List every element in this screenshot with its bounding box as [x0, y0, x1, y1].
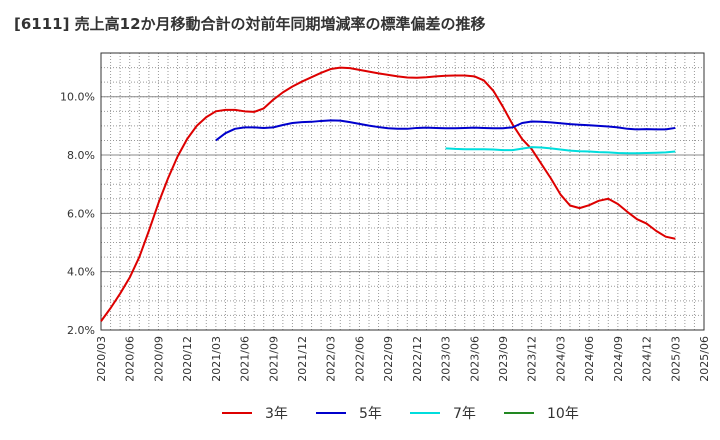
x-tick-label: 2023/12	[526, 336, 539, 382]
x-tick-label: 2022/09	[382, 336, 395, 382]
legend-label: 10年	[547, 406, 579, 422]
x-tick-label: 2022/12	[411, 336, 424, 382]
x-tick-label: 2022/06	[353, 336, 366, 382]
x-tick-label: 2024/06	[583, 336, 596, 382]
x-tick-label: 2021/09	[267, 336, 280, 382]
series-line-7年	[445, 146, 676, 155]
x-tick-label: 2020/09	[152, 336, 165, 382]
x-tick-label: 2023/03	[440, 336, 453, 382]
series-line-3年	[100, 66, 676, 322]
x-tick-label: 2021/03	[210, 336, 223, 382]
y-axis-ticks: 2.0% 4.0% 6.0% 8.0% 10.0%	[60, 91, 95, 337]
legend-label: 5年	[359, 406, 382, 422]
plot-frame	[100, 52, 705, 331]
x-tick-label: 2025/06	[698, 336, 711, 382]
series-lines	[100, 66, 676, 322]
x-tick-label: 2020/06	[124, 336, 137, 382]
y-tick-label: 8.0%	[67, 149, 95, 162]
legend: 3年 5年 7年 10年	[222, 406, 579, 422]
x-tick-label: 2024/03	[554, 336, 567, 382]
vertical-gridlines	[110, 53, 695, 330]
plot-area	[101, 53, 704, 330]
series-line-5年	[215, 119, 676, 142]
x-tick-label: 2022/03	[325, 336, 338, 382]
y-tick-label: 2.0%	[67, 324, 95, 337]
x-axis-ticks: 2020/03 2020/06 2020/09 2020/12 2021/03 2021/…	[95, 336, 711, 382]
x-tick-label: 2024/12	[641, 336, 654, 382]
y-tick-label: 4.0%	[67, 266, 95, 279]
x-tick-label: 2025/03	[669, 336, 682, 382]
y-tick-label: 10.0%	[60, 91, 95, 104]
x-tick-label: 2024/09	[612, 336, 625, 382]
x-tick-label: 2023/09	[497, 336, 510, 382]
x-tick-label: 2021/12	[296, 336, 309, 382]
legend-label: 7年	[453, 406, 476, 422]
x-tick-label: 2021/06	[239, 336, 252, 382]
chart-title: [6111] 売上高12か月移動合計の対前年同期増減率の標準偏差の推移	[14, 15, 486, 33]
y-tick-label: 6.0%	[67, 207, 95, 220]
x-tick-label: 2020/12	[181, 336, 194, 382]
legend-label: 3年	[265, 406, 288, 422]
x-tick-label: 2023/06	[468, 336, 481, 382]
x-tick-label: 2020/03	[95, 336, 108, 382]
